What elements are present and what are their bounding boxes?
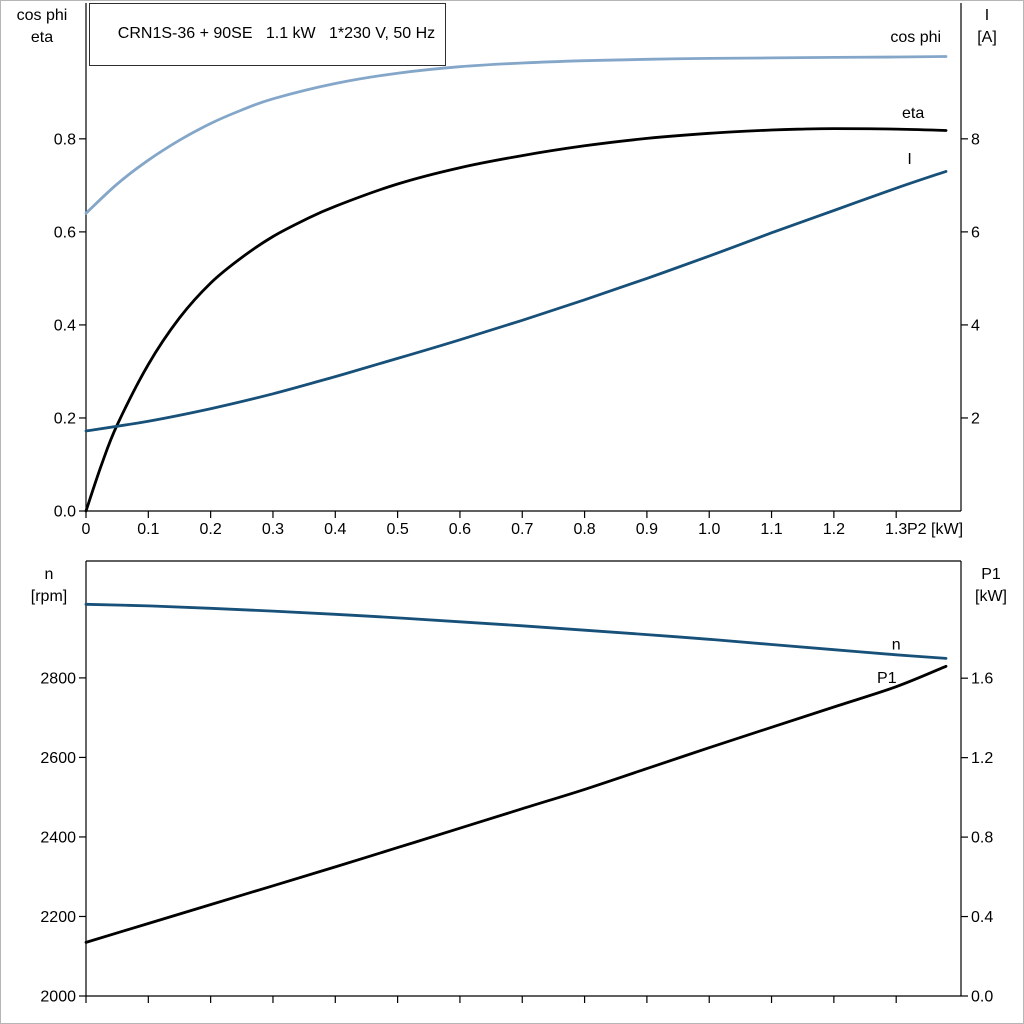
y-tick-label-right: 2 bbox=[971, 410, 980, 427]
y-axis-left-title: n bbox=[45, 566, 54, 583]
y-tick-label-left: 2000 bbox=[40, 989, 76, 1006]
y-tick-label-left: 2200 bbox=[40, 909, 76, 926]
y-tick-label-left: 2800 bbox=[40, 670, 76, 687]
x-tick-label: 0.9 bbox=[636, 521, 658, 538]
chart-title-box: CRN1S-36 + 90SE 1.1 kW 1*230 V, 50 Hz bbox=[89, 3, 447, 66]
curve-cos-phi bbox=[84, 55, 948, 215]
y-tick-label-left: 0.8 bbox=[54, 131, 76, 148]
y-tick-label-left: 0.4 bbox=[54, 317, 76, 334]
x-tick-label: 0.3 bbox=[262, 521, 284, 538]
curve-i bbox=[84, 170, 948, 433]
curve-label-eta: eta bbox=[902, 105, 924, 122]
chart-2: 2000 2200 2400 2600 2800 0.0 0.4 0.8 1.2 1.6 n [rpm… bbox=[31, 560, 1007, 1006]
y-tick-label-left: 2600 bbox=[40, 750, 76, 767]
y-axis-left-title: [rpm] bbox=[31, 588, 67, 605]
x-tick-label: 0 bbox=[82, 521, 91, 538]
y-axis-right-title: I bbox=[985, 7, 989, 24]
x-tick-label: 0.8 bbox=[573, 521, 595, 538]
y-tick-label-left: 0.0 bbox=[54, 504, 76, 521]
x-tick-label: 0.2 bbox=[200, 521, 222, 538]
y-axis-left-title: cos phi bbox=[17, 7, 68, 24]
y-axis-right-title: [A] bbox=[977, 29, 997, 46]
y-axis-right-title: [kW] bbox=[975, 588, 1007, 605]
y-tick-label-right: 0.0 bbox=[971, 989, 993, 1006]
chart-1: 0 0.1 0.2 0.3 0.4 0.5 0.6 0.7 0.8 0.9 1.0 1.1 1.2 1.3… bbox=[17, 3, 997, 538]
y-tick-label-right: 1.2 bbox=[971, 750, 993, 767]
x-tick-label: 1.2 bbox=[823, 521, 845, 538]
y-axis-left-title: eta bbox=[31, 29, 53, 46]
y-axis-right-title: P1 bbox=[981, 566, 1001, 583]
x-tick-label: 1.1 bbox=[760, 521, 782, 538]
x-tick-label: 0.4 bbox=[324, 521, 346, 538]
curve-label-cos-phi: cos phi bbox=[890, 29, 941, 46]
x-axis-title: P2 [kW] bbox=[907, 521, 963, 538]
y-tick-label-left: 2400 bbox=[40, 829, 76, 846]
y-tick-label-right: 6 bbox=[971, 224, 980, 241]
curve-p1 bbox=[84, 664, 948, 944]
curve-n bbox=[84, 602, 948, 660]
curve-label-p1: P1 bbox=[877, 670, 897, 687]
x-tick-label: 0.1 bbox=[137, 521, 159, 538]
chart-title: CRN1S-36 + 90SE 1.1 kW 1*230 V, 50 Hz bbox=[117, 25, 436, 42]
y-tick-label-right: 0.4 bbox=[971, 909, 993, 926]
x-tick-label: 1.0 bbox=[698, 521, 720, 538]
y-tick-label-right: 1.6 bbox=[971, 671, 993, 688]
curve-eta bbox=[84, 127, 948, 513]
x-tick-label: 0.5 bbox=[386, 521, 408, 538]
x-tick-label: 0.7 bbox=[511, 521, 533, 538]
y-tick-label-right: 0.8 bbox=[971, 830, 993, 847]
curve-label-i: I bbox=[907, 151, 911, 168]
y-tick-label-right: 4 bbox=[971, 317, 980, 334]
curve-label-n: n bbox=[892, 636, 901, 653]
y-tick-label-right: 8 bbox=[971, 131, 980, 148]
x-tick-label: 1.3 bbox=[885, 521, 907, 538]
y-tick-label-left: 0.6 bbox=[54, 224, 76, 241]
x-tick-label: 0.6 bbox=[449, 521, 471, 538]
y-tick-label-left: 0.2 bbox=[54, 410, 76, 427]
